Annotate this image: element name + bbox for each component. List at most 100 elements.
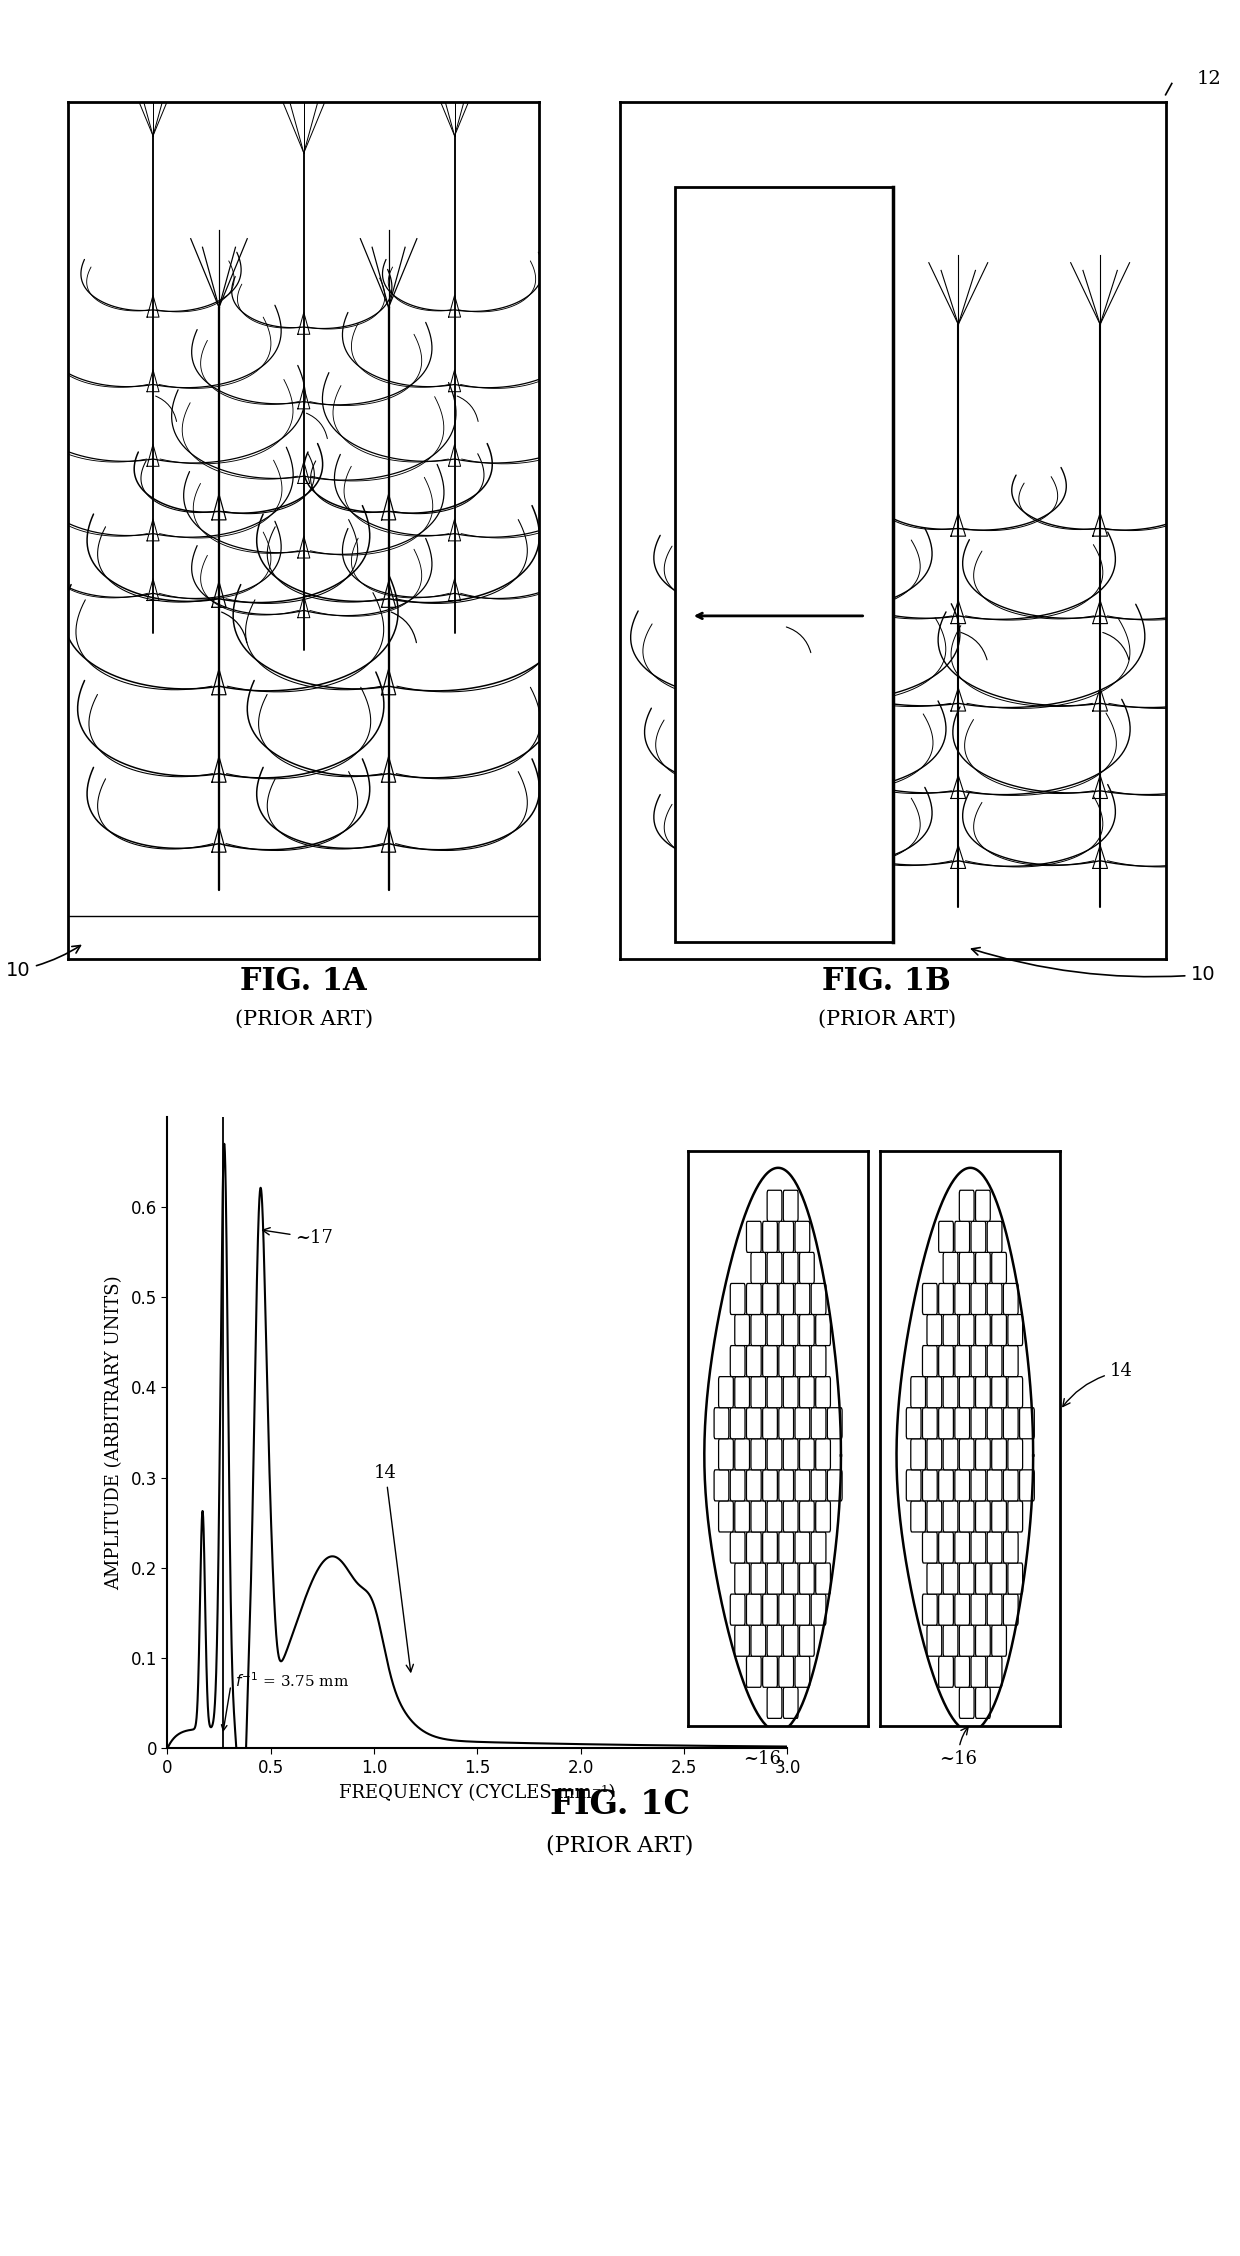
FancyBboxPatch shape	[971, 1471, 986, 1500]
FancyBboxPatch shape	[1003, 1345, 1018, 1376]
FancyBboxPatch shape	[763, 1220, 777, 1252]
Polygon shape	[212, 494, 226, 519]
FancyBboxPatch shape	[795, 1595, 810, 1624]
FancyBboxPatch shape	[746, 1220, 761, 1252]
FancyBboxPatch shape	[992, 1439, 1007, 1471]
FancyBboxPatch shape	[795, 1408, 810, 1439]
Polygon shape	[951, 512, 966, 537]
FancyBboxPatch shape	[955, 1284, 970, 1315]
FancyBboxPatch shape	[768, 1191, 782, 1220]
FancyBboxPatch shape	[1019, 1471, 1034, 1500]
FancyBboxPatch shape	[971, 1656, 986, 1687]
FancyBboxPatch shape	[987, 1284, 1002, 1315]
Polygon shape	[148, 519, 159, 541]
FancyBboxPatch shape	[746, 1408, 761, 1439]
Polygon shape	[776, 593, 791, 614]
FancyBboxPatch shape	[719, 1439, 733, 1471]
FancyBboxPatch shape	[971, 1595, 986, 1624]
FancyBboxPatch shape	[795, 1284, 810, 1315]
FancyBboxPatch shape	[768, 1315, 782, 1345]
FancyBboxPatch shape	[944, 1315, 957, 1345]
FancyBboxPatch shape	[987, 1471, 1002, 1500]
FancyBboxPatch shape	[811, 1595, 826, 1624]
FancyBboxPatch shape	[779, 1220, 794, 1252]
Polygon shape	[776, 684, 791, 704]
FancyBboxPatch shape	[1008, 1563, 1023, 1595]
FancyBboxPatch shape	[800, 1624, 815, 1656]
Polygon shape	[1092, 688, 1107, 711]
FancyBboxPatch shape	[784, 1563, 799, 1595]
FancyBboxPatch shape	[811, 1532, 826, 1563]
FancyBboxPatch shape	[784, 1191, 799, 1220]
FancyBboxPatch shape	[811, 1284, 826, 1315]
FancyBboxPatch shape	[944, 1624, 957, 1656]
Text: (PRIOR ART): (PRIOR ART)	[234, 1011, 373, 1029]
FancyBboxPatch shape	[730, 1284, 745, 1315]
Polygon shape	[148, 296, 159, 318]
FancyBboxPatch shape	[939, 1284, 954, 1315]
FancyBboxPatch shape	[751, 1252, 765, 1284]
FancyBboxPatch shape	[960, 1376, 975, 1408]
FancyBboxPatch shape	[779, 1345, 794, 1376]
FancyBboxPatch shape	[987, 1656, 1002, 1687]
FancyBboxPatch shape	[816, 1563, 831, 1595]
FancyBboxPatch shape	[923, 1345, 937, 1376]
FancyBboxPatch shape	[976, 1439, 991, 1471]
FancyBboxPatch shape	[992, 1500, 1007, 1532]
FancyBboxPatch shape	[923, 1595, 937, 1624]
FancyBboxPatch shape	[955, 1656, 970, 1687]
FancyBboxPatch shape	[746, 1532, 761, 1563]
FancyBboxPatch shape	[939, 1220, 954, 1252]
FancyBboxPatch shape	[779, 1595, 794, 1624]
Polygon shape	[298, 462, 310, 483]
FancyBboxPatch shape	[987, 1220, 1002, 1252]
Text: 12: 12	[1197, 70, 1221, 88]
FancyBboxPatch shape	[971, 1284, 986, 1315]
Polygon shape	[298, 388, 310, 408]
FancyBboxPatch shape	[795, 1532, 810, 1563]
FancyBboxPatch shape	[987, 1345, 1002, 1376]
FancyBboxPatch shape	[735, 1563, 749, 1595]
FancyBboxPatch shape	[811, 1345, 826, 1376]
FancyBboxPatch shape	[976, 1191, 991, 1220]
FancyBboxPatch shape	[944, 1500, 957, 1532]
FancyBboxPatch shape	[971, 1532, 986, 1563]
FancyBboxPatch shape	[939, 1408, 954, 1439]
FancyBboxPatch shape	[911, 1376, 925, 1408]
FancyBboxPatch shape	[923, 1471, 937, 1500]
FancyBboxPatch shape	[763, 1532, 777, 1563]
FancyBboxPatch shape	[795, 1471, 810, 1500]
FancyBboxPatch shape	[976, 1252, 991, 1284]
FancyBboxPatch shape	[923, 1284, 937, 1315]
FancyBboxPatch shape	[768, 1439, 782, 1471]
FancyBboxPatch shape	[976, 1315, 991, 1345]
FancyBboxPatch shape	[763, 1408, 777, 1439]
FancyBboxPatch shape	[992, 1624, 1007, 1656]
Text: 10: 10	[972, 948, 1215, 984]
Polygon shape	[1092, 846, 1107, 869]
Polygon shape	[382, 582, 396, 607]
Text: ~16: ~16	[940, 1726, 977, 1769]
FancyBboxPatch shape	[992, 1315, 1007, 1345]
FancyBboxPatch shape	[960, 1315, 975, 1345]
FancyBboxPatch shape	[906, 1471, 921, 1500]
FancyBboxPatch shape	[751, 1563, 765, 1595]
FancyBboxPatch shape	[928, 1439, 941, 1471]
FancyBboxPatch shape	[976, 1500, 991, 1532]
FancyBboxPatch shape	[800, 1252, 815, 1284]
FancyBboxPatch shape	[816, 1315, 831, 1345]
FancyBboxPatch shape	[939, 1345, 954, 1376]
Polygon shape	[298, 311, 310, 334]
FancyBboxPatch shape	[960, 1191, 975, 1220]
FancyBboxPatch shape	[719, 1500, 733, 1532]
FancyBboxPatch shape	[960, 1563, 975, 1595]
FancyBboxPatch shape	[735, 1315, 749, 1345]
FancyBboxPatch shape	[763, 1471, 777, 1500]
FancyBboxPatch shape	[768, 1500, 782, 1532]
FancyBboxPatch shape	[987, 1408, 1002, 1439]
Text: ~16: ~16	[744, 1726, 781, 1769]
Polygon shape	[449, 580, 460, 600]
FancyBboxPatch shape	[928, 1315, 941, 1345]
Text: FIG. 1A: FIG. 1A	[241, 966, 367, 997]
Text: (PRIOR ART): (PRIOR ART)	[547, 1834, 693, 1857]
